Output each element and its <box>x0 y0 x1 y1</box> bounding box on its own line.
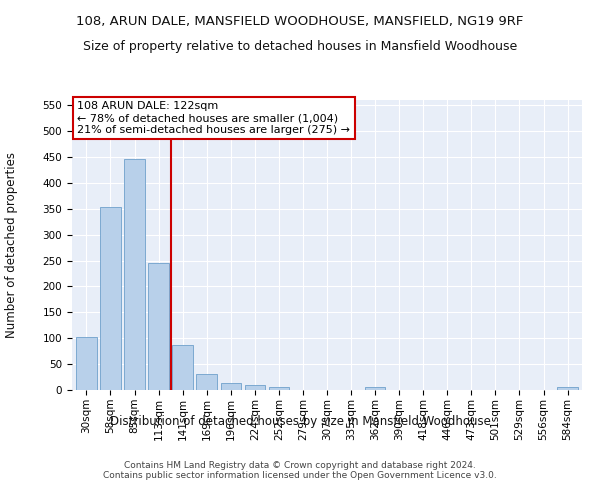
Bar <box>196 374 217 390</box>
Text: 108, ARUN DALE, MANSFIELD WOODHOUSE, MANSFIELD, NG19 9RF: 108, ARUN DALE, MANSFIELD WOODHOUSE, MAN… <box>76 15 524 28</box>
Text: 108 ARUN DALE: 122sqm
← 78% of detached houses are smaller (1,004)
21% of semi-d: 108 ARUN DALE: 122sqm ← 78% of detached … <box>77 102 350 134</box>
Bar <box>557 388 578 390</box>
Bar <box>124 158 145 390</box>
Bar <box>269 388 289 390</box>
Text: Contains HM Land Registry data © Crown copyright and database right 2024.
Contai: Contains HM Land Registry data © Crown c… <box>103 460 497 480</box>
Bar <box>76 336 97 390</box>
Bar <box>172 345 193 390</box>
Text: Number of detached properties: Number of detached properties <box>5 152 19 338</box>
Bar <box>100 207 121 390</box>
Bar <box>245 386 265 390</box>
Bar <box>365 387 385 390</box>
Text: Distribution of detached houses by size in Mansfield Woodhouse: Distribution of detached houses by size … <box>110 415 490 428</box>
Bar <box>221 384 241 390</box>
Bar <box>148 262 169 390</box>
Text: Size of property relative to detached houses in Mansfield Woodhouse: Size of property relative to detached ho… <box>83 40 517 53</box>
